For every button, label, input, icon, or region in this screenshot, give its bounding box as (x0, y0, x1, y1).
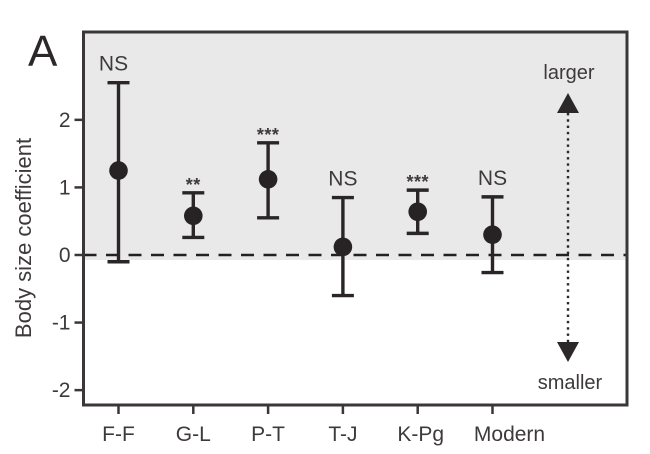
y-tick-label-2: 2 (59, 109, 71, 132)
arrowhead-down-icon (557, 342, 579, 362)
sig-label-G-L: ** (186, 175, 201, 195)
plot-frame (82, 30, 629, 407)
x-tick-label-P-T: P-T (251, 423, 285, 446)
sig-label-T-J: NS (328, 168, 357, 191)
data-point-G-L (184, 206, 203, 226)
y-tick-label-1: 1 (59, 176, 71, 199)
data-point-P-T (258, 170, 278, 189)
data-point-F-F (109, 161, 128, 180)
sig-label-K-Pg: *** (406, 172, 429, 192)
annotation-smaller: smaller (538, 372, 603, 394)
data-point-T-J (333, 237, 353, 257)
y-axis-label: Body size coefficient (11, 137, 36, 339)
x-tick-label-F-F: F-F (102, 423, 135, 446)
x-tick-label-Modern: Modern (474, 423, 545, 446)
y-tick-label--1: -1 (52, 312, 71, 335)
arrowhead-up-icon (557, 93, 579, 113)
x-tick-label-G-L: G-L (176, 423, 211, 446)
data-point-Modern (483, 225, 502, 245)
shaded-region-above-zero (83, 32, 627, 260)
data-point-K-Pg (408, 202, 428, 222)
x-tick-label-K-Pg: K-Pg (397, 423, 444, 446)
sig-label-F-F: NS (99, 53, 128, 76)
annotation-larger: larger (543, 62, 594, 84)
x-tick-label-T-J: T-J (328, 423, 357, 446)
sig-label-P-T: *** (257, 125, 280, 145)
y-tick-label-0: 0 (59, 244, 71, 267)
panel-label: A (28, 27, 58, 76)
sig-label-Modern: NS (478, 167, 507, 190)
y-tick-label--2: -2 (52, 379, 71, 402)
